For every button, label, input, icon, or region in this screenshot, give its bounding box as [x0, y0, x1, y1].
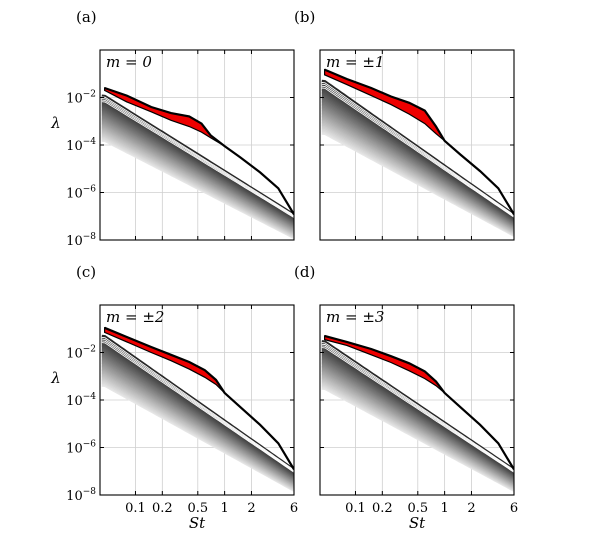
leading-mode-curve: [324, 334, 514, 470]
curve-separator: [101, 96, 294, 216]
y-tick-label: 10−4: [66, 137, 96, 154]
leading-mode-curve: [104, 326, 294, 470]
curve-separator: [101, 98, 294, 217]
x-tick-label: 2: [467, 501, 475, 516]
panel-label-b: (b): [294, 8, 315, 26]
x-tick-label: 0.1: [125, 501, 146, 516]
y-axis-label-top: λ: [50, 114, 61, 132]
leading-mode-curve: [324, 68, 514, 215]
curve-separator: [321, 82, 514, 216]
y-axis-label-bottom: λ: [50, 369, 61, 387]
panel-a: 10−8 10−6 10−4 10−2: [66, 49, 295, 249]
suboptimal-mode-curve: [321, 79, 514, 216]
curve-separator: [321, 345, 514, 472]
x-tick-label: 1: [440, 501, 448, 516]
x-tick-label: 6: [510, 501, 518, 516]
y-tick-label: 10−2: [66, 345, 96, 362]
panel-d: 0.1 0.2 0.5 1 2 6: [319, 304, 518, 516]
mode-label-c: m = ±2: [106, 308, 164, 326]
panel-b: [319, 49, 515, 241]
panel-label-a: (a): [76, 8, 97, 26]
curve-separator: [101, 342, 294, 473]
curve-separator: [101, 338, 294, 472]
curve-family: [101, 326, 294, 492]
y-tick-label: 10−8: [66, 232, 96, 249]
x-tick-label: 0.1: [345, 501, 366, 516]
panel-c: 10−8 10−6 10−4 10−2 0.1 0.2 0.5 1 2 6: [66, 304, 298, 516]
y-tick-label: 10−4: [66, 392, 96, 409]
leading-mode-curve: [104, 86, 294, 215]
y-tick-label: 10−6: [66, 185, 96, 202]
curve-separator: [321, 85, 514, 217]
curve-separator: [321, 87, 514, 218]
suboptimal-mode-curve: [101, 94, 294, 216]
curve-separator: [321, 83, 514, 217]
panel-label-d: (d): [294, 263, 315, 281]
curve-family: [321, 334, 514, 492]
curve-separator: [321, 347, 514, 473]
x-tick-label: 2: [247, 501, 255, 516]
y-tick-label: 10−2: [66, 90, 96, 107]
curve-separator: [101, 340, 294, 472]
suboptimal-mode-curve: [101, 334, 294, 471]
mode-label-a: m = 0: [106, 53, 152, 71]
mode-label-d: m = ±3: [326, 308, 384, 326]
x-tick-label: 0.5: [407, 501, 428, 516]
x-axis-label-right: St: [409, 514, 426, 532]
x-tick-label: 0.2: [152, 501, 173, 516]
x-tick-label: 1: [220, 501, 228, 516]
curve-separator: [101, 101, 294, 218]
y-tick-label: 10−6: [66, 440, 96, 457]
x-tick-label: 0.5: [187, 501, 208, 516]
x-tick-label: 6: [290, 501, 298, 516]
suboptimal-mode-curve: [321, 340, 514, 471]
curve-separator: [321, 343, 514, 472]
curve-family: [101, 86, 294, 240]
curve-family: [321, 68, 514, 237]
panel-label-c: (c): [76, 263, 96, 281]
curve-separator: [321, 342, 514, 471]
curve-separator: [101, 336, 294, 471]
curve-separator: [101, 99, 294, 218]
x-axis-label-left: St: [189, 514, 206, 532]
y-tick-label: 10−8: [66, 487, 96, 504]
mode-label-b: m = ±1: [326, 53, 384, 71]
x-tick-label: 0.2: [372, 501, 393, 516]
